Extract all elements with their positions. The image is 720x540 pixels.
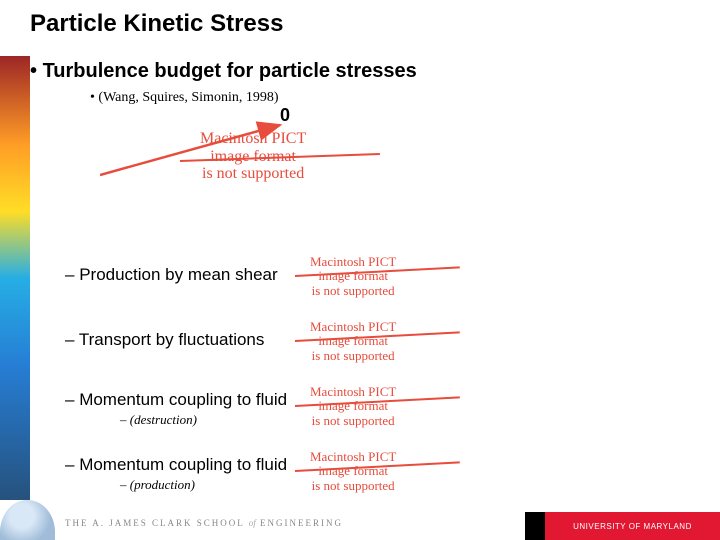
pict-placeholder: Macintosh PICTimage formatis not support… [310,385,396,428]
footer-black-block [525,512,545,540]
globe-icon [0,500,55,540]
footer-school-text: THE A. JAMES CLARK SCHOOL of ENGINEERING [65,518,343,528]
list-subitem: (production) [120,477,195,493]
list-item: Transport by fluctuations [65,330,264,350]
list-item: Production by mean shear [65,265,278,285]
footer-university: UNIVERSITY OF MARYLAND [545,512,720,540]
pict-placeholder: Macintosh PICTimage formatis not support… [310,450,396,493]
list-item: Momentum coupling to fluid [65,455,287,475]
slide-title: Particle Kinetic Stress [30,10,283,38]
pict-placeholder: Macintosh PICTimage formatis not support… [310,320,396,363]
sidebar-decoration [0,56,30,500]
list-subitem: (destruction) [120,412,197,428]
list-item: Momentum coupling to fluid [65,390,287,410]
pict-placeholder: Macintosh PICTimage formatis not support… [310,255,396,298]
footer: THE A. JAMES CLARK SCHOOL of ENGINEERING… [0,500,720,540]
main-bullet: Turbulence budget for particle stresses [30,60,417,83]
citation: (Wang, Squires, Simonin, 1998) [90,90,279,106]
